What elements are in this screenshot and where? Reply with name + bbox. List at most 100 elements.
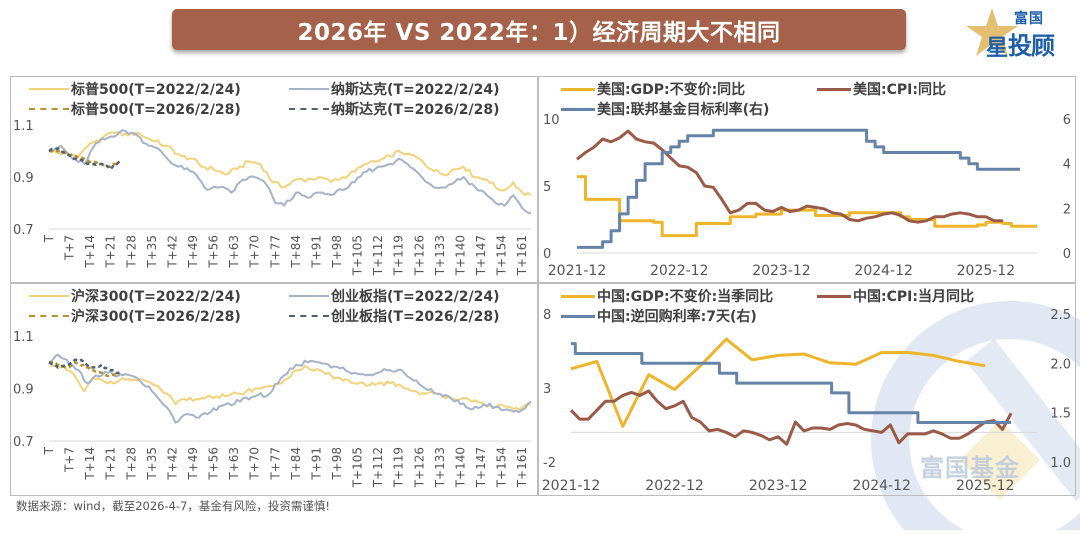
legend-swatch <box>289 88 329 90</box>
x-tick-label: T+154 <box>495 235 509 276</box>
x-tick-label: T+154 <box>495 447 509 488</box>
legend-item: 美国:GDP:不变价:同比 <box>561 79 745 99</box>
x-tick-label: T+98 <box>330 447 344 481</box>
legend-swatch <box>29 295 69 297</box>
x-tick-label: T+84 <box>289 447 303 481</box>
legend-label: 标普500(T=2026/2/28) <box>71 102 241 118</box>
series-line-2 <box>576 129 1003 224</box>
legend-item: 标普500(T=2026/2/28) <box>29 99 241 119</box>
title-banner: 2026年 VS 2022年：1）经济周期大不相同 <box>172 9 906 50</box>
x-tick-label: T+35 <box>145 235 159 269</box>
legend-item: 中国:CPI:当月同比 <box>817 286 974 306</box>
x-tick-label: T <box>42 234 56 243</box>
x-tick-label: T+133 <box>433 447 447 488</box>
legend-item: 美国:联邦基金目标利率(右) <box>561 99 769 119</box>
x-tick-label: 2025-12 <box>957 263 1016 279</box>
x-tick-label: T+126 <box>412 235 426 276</box>
x-tick-label: T+35 <box>145 447 159 481</box>
x-tick-label: T+49 <box>186 235 200 269</box>
x-tick-label: T+14 <box>83 235 97 269</box>
cn-macro-chart: 8 3 -2 2.5 2.0 1.5 1.0 2021-12 2022-12 2023-12 202… <box>542 308 1071 494</box>
x-tick-label: T+42 <box>165 235 179 269</box>
legend-label: 美国:GDP:不变价:同比 <box>597 82 746 98</box>
source-footnote: 数据来源：wind，截至2026-4-7，基金有风险，投资需谨慎! <box>16 499 330 513</box>
cn-stocks-chart: 1.1 0.9 0.7 T T+7 T+14 T+21 T+28 T+35 T+42 T+49 T+5… <box>13 330 532 488</box>
x-tick-label: T+14 <box>83 447 97 481</box>
x-tick-label: 2023-12 <box>749 478 808 494</box>
legend-label: 美国:联邦基金目标利率(右) <box>597 102 770 118</box>
legend-swatch <box>29 108 69 110</box>
legend-item: 沪深300(T=2022/2/24) <box>29 286 241 306</box>
x-tick-label: T+63 <box>227 235 241 269</box>
legend-label: 沪深300(T=2026/2/28) <box>71 309 241 325</box>
logo-text-top: 富国 <box>1014 11 1044 27</box>
y-right-tick-label: 2.5 <box>1050 308 1071 323</box>
legend-item: 中国:GDP:不变价:当季同比 <box>561 286 773 306</box>
legend-swatch <box>29 315 69 317</box>
y-tick-label: 0.9 <box>13 383 34 398</box>
legend-swatch <box>817 87 851 91</box>
x-tick-label: T+7 <box>63 447 77 473</box>
x-tick-label: T+147 <box>474 235 488 276</box>
x-tick-label: T+7 <box>63 235 77 261</box>
y-right-tick-label: 2.0 <box>1050 357 1071 372</box>
legend-label: 纳斯达克(T=2022/2/24) <box>331 82 500 98</box>
star-logo-icon <box>966 8 1018 56</box>
x-tick-label: T+126 <box>412 447 426 488</box>
y-left-tick-label: 10 <box>543 113 560 128</box>
brand-logo: 富国 星 投顾 <box>962 4 1072 61</box>
x-tick-label: T+56 <box>207 447 221 481</box>
series-line-1 <box>577 175 1037 238</box>
x-tick-label: T+140 <box>453 235 467 276</box>
logo-text-bottom: 投顾 <box>1008 32 1055 60</box>
legend-swatch <box>289 295 329 297</box>
x-tick-label: T+112 <box>371 235 385 276</box>
x-tick-label: 2025-12 <box>956 478 1015 494</box>
x-tick-label: T+147 <box>474 447 488 488</box>
x-tick-label: 2024-12 <box>852 478 911 494</box>
x-tick-label: 2021-12 <box>542 478 601 494</box>
x-tick-label: T+112 <box>371 447 385 488</box>
y-right-tick-label: 6 <box>1063 113 1071 128</box>
x-tick-label: 2024-12 <box>854 263 913 279</box>
x-tick-label: T+161 <box>515 447 529 488</box>
x-tick-label: 2021-12 <box>548 263 607 279</box>
x-tick-label: T+119 <box>392 235 406 276</box>
x-tick-label: 2023-12 <box>752 263 811 279</box>
x-tick-label: T+77 <box>268 447 282 481</box>
y-left-tick-label: -2 <box>543 456 556 471</box>
legend-swatch <box>561 87 595 91</box>
legend-item: 中国:逆回购利率:7天(右) <box>561 306 757 326</box>
legend-label: 中国:CPI:当月同比 <box>853 289 974 305</box>
x-tick-label: T+21 <box>104 235 118 269</box>
legend-item: 沪深300(T=2026/2/28) <box>29 306 241 326</box>
y-right-tick-label: 4 <box>1063 158 1071 173</box>
legend-label: 中国:逆回购利率:7天(右) <box>597 309 757 325</box>
y-tick-label: 0.7 <box>13 223 34 238</box>
y-left-tick-label: 3 <box>543 382 551 397</box>
series-line-3 <box>48 361 120 378</box>
y-tick-label: 1.1 <box>13 119 34 134</box>
legend-label: 创业板指(T=2026/2/28) <box>331 309 500 325</box>
series-line-1 <box>570 337 986 428</box>
legend-item: 纳斯达克(T=2026/2/28) <box>289 99 500 119</box>
legend-item: 美国:CPI:同比 <box>817 79 946 99</box>
legend-swatch <box>289 315 329 317</box>
series-line-2 <box>48 129 532 215</box>
legend-swatch <box>561 107 595 111</box>
x-tick-label: T+49 <box>186 447 200 481</box>
legend-label: 美国:CPI:同比 <box>853 82 946 98</box>
cn-macro-panel: 中国:GDP:不变价:当季同比 中国:CPI:当月同比 中国:逆回购利率:7天(… <box>538 283 1076 496</box>
y-left-tick-label: 8 <box>543 308 551 323</box>
us-stocks-chart: 1.1 0.9 0.7 T T+7 T+14 T+21 T+28 T+35 T+42 T+49 T+5… <box>13 119 532 276</box>
logo-text-star: 星 <box>986 36 1009 61</box>
x-tick-label: T+70 <box>248 235 262 269</box>
series-line-3 <box>577 128 1020 249</box>
x-tick-label: T+56 <box>207 235 221 269</box>
legend-swatch <box>561 314 595 318</box>
x-tick-label: 2022-12 <box>650 263 709 279</box>
y-tick-label: 0.9 <box>13 171 34 186</box>
y-left-tick-label: 5 <box>543 180 551 195</box>
x-tick-label: T <box>42 446 56 455</box>
